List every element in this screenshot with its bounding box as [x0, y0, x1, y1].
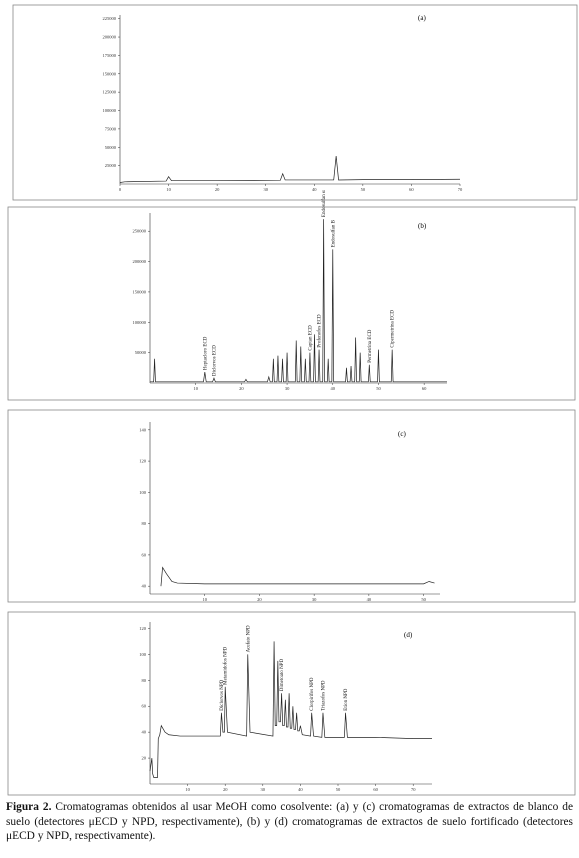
x-tick-label: 30	[285, 386, 290, 391]
x-tick-label: 20	[215, 187, 220, 192]
y-tick-label: 100000	[103, 108, 117, 113]
y-tick-label: 125000	[103, 90, 117, 95]
x-tick-label: 10	[166, 187, 171, 192]
caption-label: Figura 2.	[6, 801, 52, 813]
y-tick-label: 120	[139, 459, 147, 464]
figure: 25000 50000 75000 100000 125000 150000 175000 2…	[7, 4, 578, 796]
y-tick-label: 120	[139, 626, 147, 631]
panel-frame	[12, 4, 578, 201]
peak-label: Metamidofos NPD	[224, 646, 229, 684]
y-tick-label: 140	[139, 427, 147, 432]
y-tick-label: 225000	[103, 16, 117, 21]
x-tick-label: 20	[239, 386, 244, 391]
y-tick-label: 60	[142, 552, 147, 557]
chromatogram-trace	[160, 566, 435, 587]
x-tick-label: 30	[261, 787, 266, 792]
panel-label: (c)	[398, 430, 406, 438]
x-tick-label: 50	[336, 787, 341, 792]
y-tick-label: 50000	[135, 350, 147, 355]
x-tick-label: 40	[312, 187, 317, 192]
peak-label: Cipermetrina ECD	[391, 310, 396, 348]
x-tick-label: 60	[409, 187, 414, 192]
x-tick-label: 10	[185, 787, 190, 792]
y-tick-label: 100000	[133, 320, 147, 325]
peak-label: Diclorvos ECD	[212, 345, 217, 376]
panel-label: (b)	[418, 222, 427, 230]
x-tick-label: 40	[331, 386, 336, 391]
y-tick-label: 25000	[105, 163, 117, 168]
peak-label: Etion NPD	[344, 688, 349, 710]
peak-label: Endosulfan α	[322, 190, 327, 217]
y-tick-label: 80	[142, 521, 147, 526]
peak-label: Captan ECD	[308, 325, 313, 351]
y-tick-label: 100	[139, 490, 147, 495]
x-tick-label: 30	[263, 187, 268, 192]
peak-label: Profenofos ECD	[318, 314, 323, 348]
y-tick-label: 75000	[105, 126, 117, 131]
y-tick-label: 250000	[133, 229, 147, 234]
caption-text: Cromatogramas obtenidos al usar MeOH com…	[6, 801, 573, 842]
x-tick-label: 40	[298, 787, 303, 792]
y-tick-label: 200000	[133, 259, 147, 264]
peak-label: Permetrina ECD	[368, 329, 373, 363]
x-tick-label: 30	[312, 597, 317, 602]
peak-label: Endosulfan B	[331, 219, 336, 247]
y-tick-label: 20	[142, 756, 147, 761]
x-tick-label: 50	[361, 187, 366, 192]
x-tick-label: 20	[257, 597, 262, 602]
panel-label: (a)	[418, 14, 426, 22]
peak-label: Heptacloro ECD	[203, 336, 208, 370]
x-tick-label: 10	[193, 386, 198, 391]
y-tick-label: 200000	[103, 35, 117, 40]
x-tick-label: 10	[202, 597, 207, 602]
y-tick-label: 150000	[103, 71, 117, 76]
peak-label: Diclorvos NPD	[220, 679, 225, 710]
y-tick-label: 80	[142, 678, 147, 683]
y-tick-label: 50000	[105, 145, 117, 150]
chromatogram-trace	[150, 219, 447, 383]
x-tick-label: 50	[376, 386, 381, 391]
panel-frame	[7, 409, 576, 603]
y-tick-label: 40	[142, 730, 147, 735]
chromatogram-trace	[149, 641, 432, 778]
x-tick-label: 40	[367, 597, 372, 602]
y-tick-label: 100	[139, 652, 147, 657]
x-tick-label: 50	[421, 597, 426, 602]
x-tick-label: 70	[458, 187, 463, 192]
panel-frame	[7, 206, 576, 401]
y-tick-label: 150000	[133, 289, 147, 294]
peak-label: Dimetoato NPD	[280, 659, 285, 692]
caption: Figura 2. Cromatogramas obtenidos al usa…	[6, 800, 573, 844]
x-tick-label: 20	[223, 787, 228, 792]
peak-label: Acefato NPD	[246, 625, 251, 652]
y-tick-label: 175000	[103, 53, 117, 58]
x-tick-label: 0	[119, 187, 122, 192]
x-tick-label: 70	[411, 787, 416, 792]
y-tick-label: 40	[142, 584, 147, 589]
peak-label: Clorpirifos NPD	[310, 677, 315, 711]
x-tick-label: 60	[373, 787, 378, 792]
chromatogram-trace	[119, 156, 461, 183]
peak-label: Triazofos NPD	[321, 680, 326, 711]
x-tick-label: 60	[422, 386, 427, 391]
y-tick-label: 60	[142, 704, 147, 709]
panel-label: (d)	[404, 631, 413, 639]
panel-frame	[7, 611, 576, 796]
